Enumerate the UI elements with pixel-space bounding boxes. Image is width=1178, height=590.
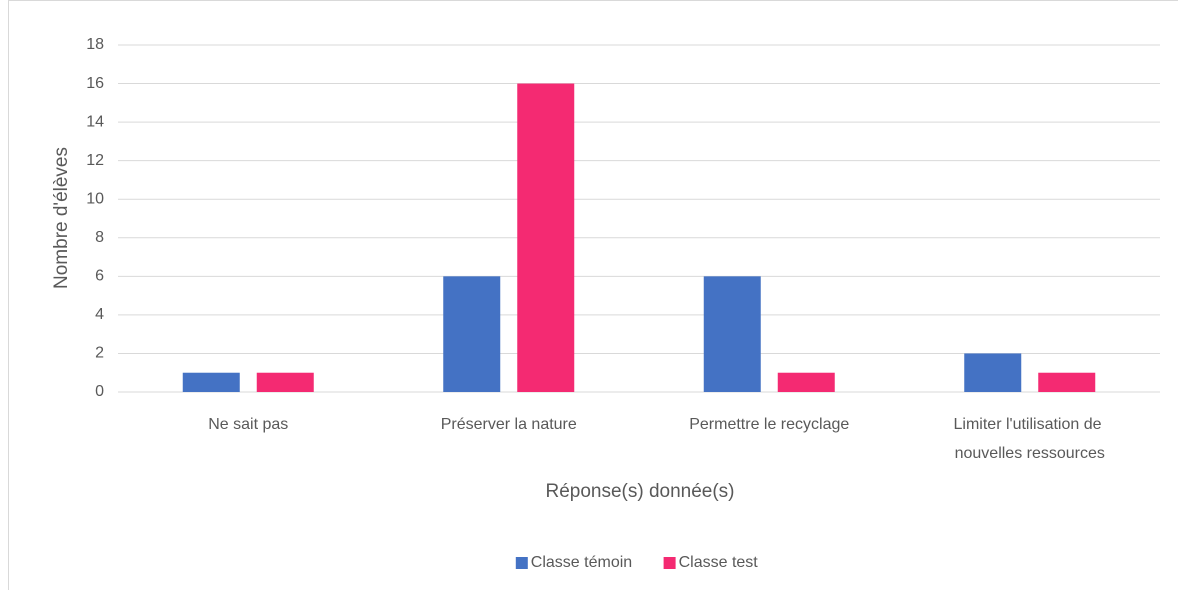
legend-label: Classe témoin <box>531 554 632 571</box>
y-tick-label: 12 <box>86 152 104 169</box>
y-tick-label: 10 <box>86 190 104 207</box>
y-tick-label: 8 <box>95 229 104 246</box>
bar <box>964 353 1022 392</box>
legend-swatch <box>515 557 528 569</box>
x-tick-label: Permettre le recyclage <box>689 416 849 433</box>
y-tick-label: 14 <box>86 113 104 130</box>
x-tick-label: Ne sait pas <box>208 416 288 433</box>
bar <box>1038 372 1096 392</box>
bar <box>443 276 501 392</box>
y-tick-label: 18 <box>86 36 104 53</box>
x-axis-title: Réponse(s) donnée(s) <box>545 481 734 502</box>
legend-label: Classe test <box>679 554 759 571</box>
bar <box>777 372 835 392</box>
legend-swatch <box>663 557 676 569</box>
x-tick-label: Préserver la nature <box>441 416 577 433</box>
bar <box>703 276 761 392</box>
bar <box>182 372 240 392</box>
y-tick-label: 16 <box>86 75 104 92</box>
y-axis-title: Nombre d'élèves <box>51 147 72 289</box>
bar <box>256 372 314 392</box>
y-tick-label: 4 <box>95 306 104 323</box>
x-tick-label: Limiter l'utilisation de nouvelles resso… <box>954 416 1106 462</box>
chart-border <box>8 0 1178 590</box>
bar <box>517 83 575 393</box>
y-tick-label: 0 <box>95 383 104 400</box>
y-tick-label: 6 <box>95 268 104 285</box>
y-tick-label: 2 <box>95 345 104 362</box>
